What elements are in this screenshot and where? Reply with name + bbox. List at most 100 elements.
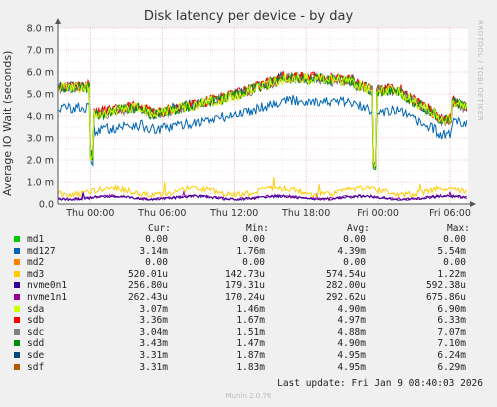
legend-max: 6.24m	[437, 350, 466, 361]
x-tick-label: Fri 06:00	[429, 208, 471, 219]
legend-name: nvme1n1	[27, 292, 68, 303]
legend-name: sde	[27, 350, 45, 361]
legend-swatch	[14, 305, 20, 312]
legend-avg: 282.00u	[325, 280, 366, 292]
legend-max: 675.86u	[425, 292, 466, 303]
legend-max: 1.22m	[437, 268, 466, 280]
legend-row-sdd: sdd 3.43m 1.47m 4.90m 7.10m	[12, 338, 492, 349]
x-tick-label: Thu 06:00	[137, 208, 186, 219]
legend-cur: 3.31m	[139, 350, 168, 361]
x-tick-label: Fri 00:00	[357, 208, 399, 219]
legend-name: md3	[27, 268, 45, 280]
legend-cur: 3.07m	[139, 303, 168, 315]
legend-max: 7.07m	[437, 326, 466, 338]
legend-max: 5.54m	[437, 245, 466, 257]
legend-avg: 4.95m	[337, 361, 366, 373]
series-line-nvme0n1	[57, 192, 467, 201]
legend-min: 179.31u	[224, 280, 265, 292]
col-header-avg: Avg:	[347, 223, 370, 234]
legend-avg: 4.90m	[337, 303, 366, 315]
legend-swatch	[14, 352, 20, 358]
y-tick-label: 6.0 m	[27, 68, 54, 79]
legend-name: md2	[27, 257, 45, 269]
legend-max: 0.00	[443, 257, 466, 269]
y-tick-label: 2.0 m	[27, 156, 54, 167]
series-line-sda	[57, 72, 468, 168]
legend-min: 1.87m	[236, 350, 265, 361]
legend-row-sdc: sdc 3.04m 1.51m 4.88m 7.07m	[12, 327, 492, 338]
legend-max: 6.90m	[437, 303, 466, 315]
chart-title: Disk latency per device - by day	[143, 9, 354, 24]
legend-swatch	[14, 317, 20, 324]
legend-name: nvme0n1	[27, 280, 68, 292]
legend-min: 1.47m	[236, 338, 265, 350]
legend-cur: 3.43m	[139, 338, 168, 350]
legend-cur: 3.04m	[139, 326, 168, 338]
rrdtool-credit: RRDTOOL / TOBI OETIKER	[476, 20, 484, 122]
y-tick-label: 8.0 m	[27, 24, 54, 35]
y-tick-label: 5.0 m	[27, 90, 54, 101]
legend-swatch	[14, 363, 20, 370]
legend-min: 0.00	[242, 257, 265, 269]
col-header-cur: Cur:	[148, 223, 171, 234]
legend-swatch	[14, 340, 20, 347]
legend-name: md1	[27, 234, 45, 245]
legend-row-md1: md1 0.00 0.00 0.00 0.00	[12, 234, 492, 245]
legend-swatch	[14, 294, 20, 300]
legend-swatch	[14, 259, 20, 266]
legend-max: 0.00	[443, 234, 466, 245]
legend-min: 1.83m	[236, 361, 265, 373]
y-tick-label: 7.0 m	[27, 46, 54, 57]
col-header-max: Max:	[447, 223, 470, 234]
legend-cur: 256.80u	[127, 280, 168, 292]
legend-row-sda: sda 3.07m 1.46m 4.90m 6.90m	[12, 304, 492, 315]
legend-min: 0.00	[242, 234, 265, 245]
legend-cur: 520.01u	[127, 268, 168, 280]
legend-cur: 0.00	[145, 257, 168, 269]
legend-cur: 262.43u	[127, 292, 168, 303]
legend-avg: 4.90m	[337, 338, 366, 350]
legend-min: 1.67m	[236, 315, 265, 327]
y-tick-label: 1.0 m	[27, 178, 54, 189]
legend-row-nvme0n1: nvme0n1 256.80u 179.31u 282.00u 592.38u	[12, 280, 492, 291]
legend-name: sda	[27, 303, 45, 315]
legend-row-md2: md2 0.00 0.00 0.00 0.00	[12, 257, 492, 268]
legend-avg: 0.00	[343, 234, 366, 245]
legend-row-nvme1n1: nvme1n1 262.43u 170.24u 292.62u 675.86u	[12, 292, 492, 303]
legend-name: sdd	[27, 338, 45, 350]
x-tick-label: Thu 12:00	[209, 208, 258, 219]
legend-avg: 292.62u	[325, 292, 366, 303]
legend-swatch	[14, 282, 20, 289]
legend-avg: 574.54u	[325, 268, 366, 280]
legend-max: 6.29m	[437, 361, 466, 373]
legend-avg: 4.39m	[337, 245, 366, 257]
legend-avg: 4.88m	[337, 326, 366, 338]
legend-min: 1.76m	[236, 245, 265, 257]
y-tick-label: 3.0 m	[27, 134, 54, 145]
legend-avg: 0.00	[343, 257, 366, 269]
legend-cur: 3.14m	[139, 245, 168, 257]
x-tick-label: Thu 00:00	[65, 208, 114, 219]
legend-cur: 0.00	[145, 234, 168, 245]
legend-row-sde: sde 3.31m 1.87m 4.95m 6.24m	[12, 350, 492, 361]
munin-version: Munin 2.0.76	[225, 392, 272, 400]
x-tick-label: Thu 18:00	[281, 208, 330, 219]
legend-max: 592.38u	[425, 280, 466, 292]
legend-min: 1.46m	[236, 303, 265, 315]
legend-max: 7.10m	[437, 338, 466, 350]
legend-name: sdc	[27, 326, 45, 338]
legend-max: 6.33m	[437, 315, 466, 327]
y-axis-arrow	[55, 18, 61, 24]
legend-row-md127: md127 3.14m 1.76m 4.39m 5.54m	[12, 246, 492, 257]
latency-chart: 0.0 1.0 m 2.0 m 3.0 m 4.0 m 5.0 m 6.0 m 7.0 m 8.…	[27, 18, 476, 219]
legend-cur: 3.31m	[139, 361, 168, 373]
legend-swatch	[14, 328, 20, 335]
x-axis-arrow	[470, 201, 476, 207]
legend-min: 1.51m	[236, 326, 265, 338]
legend-swatch	[14, 236, 20, 242]
y-tick-label: 4.0 m	[27, 112, 54, 123]
legend-avg: 4.95m	[337, 350, 366, 361]
legend-row-md3: md3 520.01u 142.73u 574.54u 1.22m	[12, 269, 492, 280]
legend-swatch	[14, 270, 20, 277]
legend-name: md127	[27, 245, 56, 257]
